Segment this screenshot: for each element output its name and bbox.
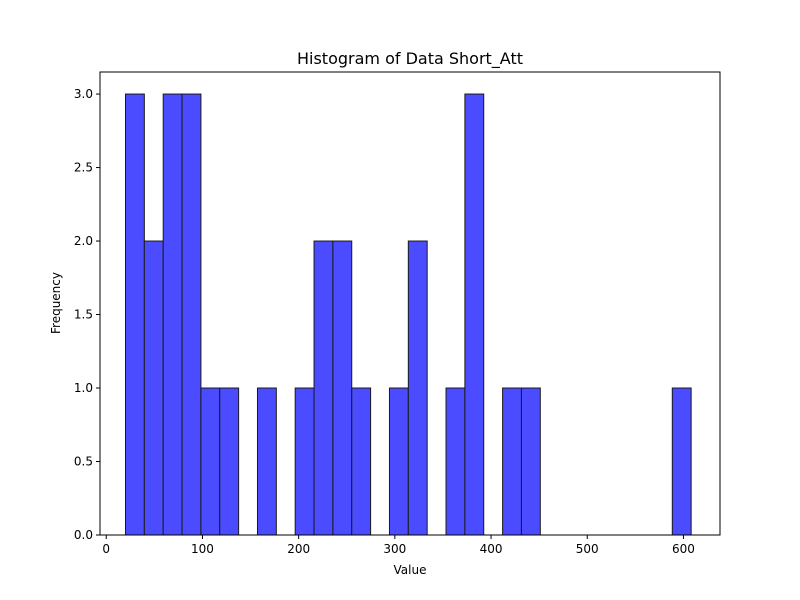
x-tick-label: 100 — [191, 542, 214, 556]
histogram-bar — [407, 240, 428, 536]
histogram-bar — [200, 387, 221, 536]
histogram-bar — [520, 387, 541, 536]
histogram-bar — [181, 93, 202, 536]
x-tick-label: 400 — [480, 542, 503, 556]
y-tick-label: 1.5 — [74, 308, 93, 322]
histogram-bar — [502, 387, 522, 536]
histogram-bar — [162, 93, 183, 536]
histogram-bars — [124, 93, 692, 536]
histogram-bar — [313, 240, 334, 536]
histogram-bar — [294, 387, 315, 536]
histogram-bar — [445, 387, 466, 536]
x-tick-label: 300 — [383, 542, 406, 556]
x-tick-label: 500 — [576, 542, 599, 556]
y-tick-label: 1.0 — [74, 381, 93, 395]
x-axis-label: Value — [394, 563, 427, 577]
plot-frame — [99, 71, 721, 536]
y-tick-label: 3.0 — [74, 87, 93, 101]
histogram-bar — [351, 387, 372, 536]
histogram-bar — [671, 387, 692, 536]
y-tick-label: 0.0 — [74, 528, 93, 542]
y-tick-label: 0.5 — [74, 455, 93, 469]
histogram-bar — [124, 93, 145, 536]
histogram-bar — [143, 240, 164, 536]
histogram-bar — [464, 93, 485, 536]
histogram-bar — [388, 387, 409, 536]
x-tick-label: 600 — [672, 542, 695, 556]
histogram-bar — [332, 240, 353, 536]
x-tick-label: 200 — [287, 542, 310, 556]
histogram-bar — [219, 387, 240, 536]
histogram-bar — [256, 387, 277, 536]
y-axis-label: Frequency — [49, 272, 63, 334]
y-tick-label: 2.0 — [74, 234, 93, 248]
x-axis: 0 100 200 300 400 500 600 — [102, 535, 695, 556]
y-axis: 0.0 0.5 1.0 1.5 2.0 2.5 3.0 — [74, 87, 100, 542]
y-tick-label: 2.5 — [74, 161, 93, 175]
x-tick-label: 0 — [102, 542, 110, 556]
chart-title: Histogram of Data Short_Att — [297, 49, 523, 69]
